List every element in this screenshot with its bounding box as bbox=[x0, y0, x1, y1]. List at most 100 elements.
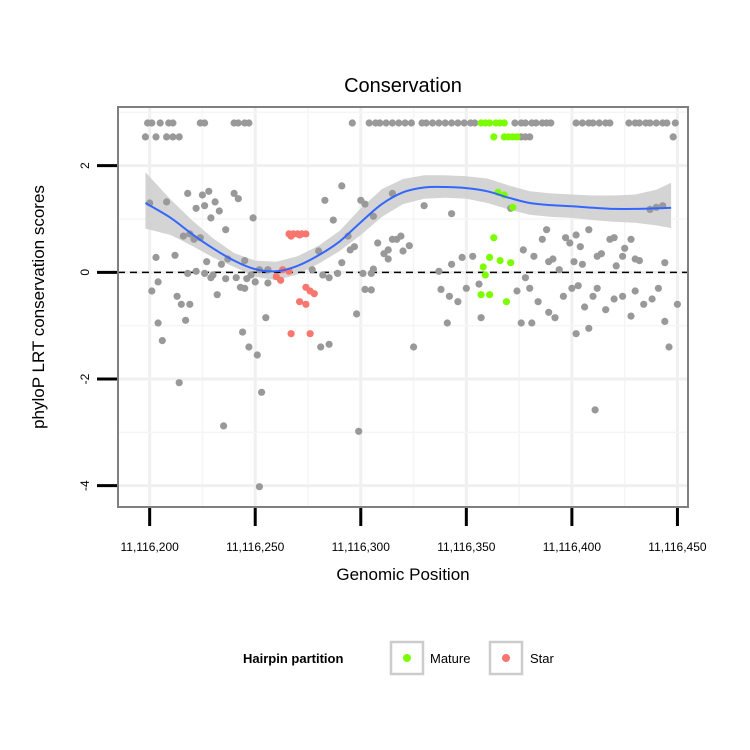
confidence-band-layer bbox=[145, 172, 672, 281]
data-point-other bbox=[661, 259, 669, 267]
data-point-other bbox=[369, 212, 377, 220]
data-point-other bbox=[562, 234, 570, 242]
data-point-other bbox=[215, 207, 223, 215]
data-point-other bbox=[511, 119, 519, 127]
data-point-mature bbox=[481, 271, 489, 279]
data-point-other bbox=[365, 119, 373, 127]
data-point-other bbox=[435, 267, 443, 275]
data-point-other bbox=[405, 242, 413, 250]
data-point-other bbox=[369, 265, 377, 273]
data-point-other bbox=[184, 189, 192, 197]
data-point-other bbox=[338, 182, 346, 190]
data-point-other bbox=[448, 210, 456, 218]
data-point-other bbox=[578, 119, 587, 127]
data-point-other bbox=[234, 195, 242, 203]
data-point-other bbox=[555, 266, 563, 274]
data-point-other bbox=[589, 292, 597, 300]
data-point-other bbox=[344, 232, 352, 240]
data-point-other bbox=[203, 258, 211, 266]
data-point-star bbox=[306, 330, 314, 338]
data-point-star bbox=[302, 300, 310, 308]
data-point-other bbox=[154, 319, 162, 327]
data-point-mature bbox=[509, 203, 517, 211]
data-point-other bbox=[397, 232, 405, 240]
data-point-other bbox=[462, 284, 470, 292]
data-point-other bbox=[395, 119, 403, 127]
y-tick-label: 0 bbox=[78, 269, 92, 276]
data-point-other bbox=[334, 269, 342, 277]
data-point-other bbox=[382, 119, 390, 127]
data-point-other bbox=[635, 119, 644, 127]
data-point-other bbox=[384, 246, 392, 254]
data-point-other bbox=[319, 271, 327, 279]
x-tick-label: 11,116,400 bbox=[543, 540, 602, 554]
data-point-mature bbox=[490, 133, 498, 141]
data-point-other bbox=[198, 191, 206, 199]
data-point-other bbox=[441, 119, 449, 127]
data-point-other bbox=[448, 119, 456, 127]
data-point-mature bbox=[513, 133, 521, 141]
data-point-other bbox=[321, 196, 329, 204]
data-point-other bbox=[163, 198, 171, 206]
data-point-other bbox=[422, 119, 430, 127]
data-point-other bbox=[610, 234, 618, 242]
data-point-other bbox=[359, 269, 367, 277]
data-point-other bbox=[154, 278, 162, 286]
x-tick-label: 11,116,300 bbox=[332, 540, 391, 554]
data-point-other bbox=[401, 119, 409, 127]
data-point-other bbox=[669, 133, 677, 141]
data-point-other bbox=[201, 119, 209, 127]
data-point-other bbox=[241, 284, 249, 292]
data-point-other bbox=[585, 226, 593, 234]
data-point-other bbox=[148, 119, 156, 127]
data-point-other bbox=[222, 226, 230, 234]
data-point-other bbox=[545, 308, 553, 316]
data-point-other bbox=[435, 119, 443, 127]
y-tick-label: -2 bbox=[78, 373, 92, 384]
data-point-other bbox=[448, 260, 456, 268]
data-point-other bbox=[597, 250, 606, 258]
data-point-other bbox=[443, 319, 451, 327]
data-point-other bbox=[264, 279, 272, 287]
smooth-curve bbox=[144, 185, 672, 273]
data-point-star bbox=[287, 232, 295, 240]
data-point-other bbox=[429, 119, 437, 127]
data-point-other bbox=[521, 119, 530, 127]
y-axis: -4 -2 0 2 bbox=[78, 162, 117, 491]
data-point-other bbox=[663, 119, 671, 127]
x-tick-label: 11,116,200 bbox=[121, 540, 180, 554]
x-axis: 11,116,200 11,116,250 11,116,300 11,116,350… bbox=[121, 508, 707, 554]
data-point-mature bbox=[486, 291, 494, 299]
data-point-other bbox=[589, 119, 597, 127]
data-point-other bbox=[201, 269, 209, 277]
data-point-other bbox=[661, 317, 669, 325]
data-point-other bbox=[652, 119, 660, 127]
data-point-other bbox=[258, 388, 266, 396]
data-point-other bbox=[551, 314, 559, 322]
data-point-other bbox=[595, 119, 603, 127]
data-point-other bbox=[207, 214, 215, 222]
data-point-other bbox=[353, 310, 361, 318]
data-point-other bbox=[458, 253, 466, 261]
data-point-other bbox=[163, 133, 171, 141]
data-point-other bbox=[671, 119, 679, 127]
x-tick-label: 11,116,250 bbox=[226, 540, 285, 554]
data-point-other bbox=[249, 214, 257, 222]
data-point-other bbox=[388, 189, 396, 197]
data-point-other bbox=[619, 292, 627, 300]
y-axis-title: phyloP LRT conservation scores bbox=[29, 185, 48, 429]
data-point-other bbox=[665, 343, 673, 351]
data-point-other bbox=[234, 119, 242, 127]
data-point-other bbox=[329, 216, 337, 224]
data-point-other bbox=[156, 119, 164, 127]
data-point-other bbox=[152, 253, 160, 261]
data-point-other bbox=[317, 343, 325, 351]
data-point-other bbox=[308, 266, 316, 274]
data-point-other bbox=[213, 291, 221, 299]
data-point-other bbox=[526, 284, 534, 292]
data-point-mature bbox=[477, 291, 485, 299]
data-point-other bbox=[460, 119, 468, 127]
data-point-other bbox=[591, 406, 599, 414]
data-point-other bbox=[211, 198, 219, 206]
data-point-other bbox=[175, 133, 183, 141]
